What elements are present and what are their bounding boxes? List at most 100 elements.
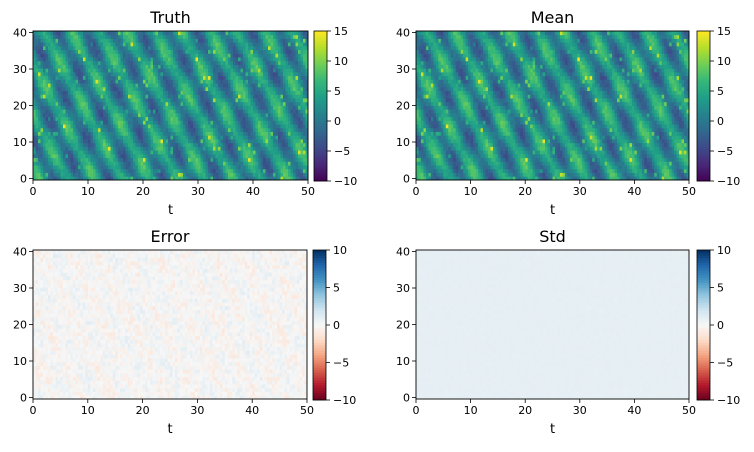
heatmap-cell <box>38 117 41 121</box>
heatmap-cell <box>66 154 69 158</box>
heatmap-cell <box>223 53 226 57</box>
heatmap-cell <box>116 124 119 128</box>
heatmap-cell <box>256 79 259 83</box>
heatmap-cell <box>163 38 166 42</box>
heatmap-cell <box>221 106 224 110</box>
heatmap-cell <box>201 132 204 136</box>
heatmap-cell <box>93 117 96 121</box>
heatmap-cell <box>263 109 266 113</box>
heatmap-cell <box>301 150 304 154</box>
heatmap-cell <box>146 98 149 102</box>
heatmap-cell <box>73 158 76 162</box>
heatmap-cell <box>221 113 224 117</box>
heatmap-cell <box>213 91 216 95</box>
heatmap-cell <box>121 106 124 110</box>
heatmap-cell <box>138 65 141 69</box>
heatmap-cell <box>126 150 129 154</box>
heatmap-cell <box>226 50 229 54</box>
heatmap-cell <box>283 106 286 110</box>
heatmap-cell <box>221 61 224 65</box>
heatmap-cell <box>86 53 89 57</box>
heatmap-cell <box>271 161 274 165</box>
heatmap-cell <box>206 124 209 128</box>
heatmap-cell <box>243 98 246 102</box>
heatmap-cell <box>256 42 259 46</box>
heatmap-cell <box>178 154 181 158</box>
heatmap-cell <box>81 61 84 65</box>
heatmap-cell <box>293 154 296 158</box>
heatmap-cell <box>81 117 84 121</box>
heatmap-cell <box>198 79 201 83</box>
heatmap-cell <box>56 38 59 42</box>
heatmap-cell <box>183 76 186 80</box>
heatmap-cell <box>173 117 176 121</box>
heatmap-cell <box>73 169 76 173</box>
heatmap-cell <box>91 109 94 113</box>
heatmap-cell <box>136 87 139 91</box>
heatmap-cell <box>38 128 41 132</box>
heatmap-cell <box>73 165 76 169</box>
heatmap-cell <box>181 42 184 46</box>
heatmap-cell <box>196 165 199 169</box>
heatmap-cell <box>201 79 204 83</box>
heatmap-cell <box>96 65 99 69</box>
heatmap-cell <box>271 65 274 69</box>
heatmap-cell <box>258 113 261 117</box>
heatmap-cell <box>540 165 543 169</box>
heatmap-cell <box>66 38 69 42</box>
heatmap-cell <box>672 173 675 177</box>
heatmap-cell <box>268 98 271 102</box>
heatmap-cell <box>151 76 154 80</box>
heatmap-cell <box>582 173 585 177</box>
heatmap-cell <box>662 169 665 173</box>
heatmap-cell <box>56 139 59 143</box>
heatmap-cell <box>136 109 139 113</box>
heatmap-cell <box>431 173 434 177</box>
heatmap-cell <box>612 173 615 177</box>
heatmap-cell <box>248 143 251 147</box>
heatmap-cell <box>211 124 214 128</box>
heatmap-cell <box>181 135 184 139</box>
heatmap-cell <box>607 173 610 177</box>
heatmap-cell <box>562 169 565 173</box>
heatmap-cell <box>173 38 176 42</box>
heatmap-cell <box>241 150 244 154</box>
heatmap-cell <box>36 146 39 150</box>
heatmap-cell <box>101 109 104 113</box>
heatmap-cell <box>81 53 84 57</box>
heatmap-cell <box>303 117 306 121</box>
heatmap-cell <box>188 50 191 54</box>
heatmap-cell <box>73 87 76 91</box>
heatmap-cell <box>181 109 184 113</box>
heatmap-cell <box>146 61 149 65</box>
heatmap-cell <box>201 87 204 91</box>
heatmap-cell <box>153 91 156 95</box>
heatmap-cell <box>148 65 151 69</box>
heatmap-cell <box>138 38 141 42</box>
heatmap-cell <box>58 117 61 121</box>
heatmap-cell <box>121 65 124 69</box>
heatmap-cell <box>233 120 236 124</box>
heatmap-cell <box>196 106 199 110</box>
heatmap-cell <box>236 65 239 69</box>
heatmap-cell <box>81 135 84 139</box>
heatmap-cell <box>243 120 246 124</box>
heatmap-cell <box>78 38 81 42</box>
heatmap-cell <box>233 143 236 147</box>
heatmap-cell <box>193 91 196 95</box>
colorbar-segment <box>314 69 327 72</box>
heatmap-cell <box>228 94 231 98</box>
heatmap-cell <box>81 169 84 173</box>
heatmap-cell <box>268 143 271 147</box>
heatmap-cell <box>298 154 301 158</box>
heatmap-cell <box>58 65 61 69</box>
heatmap-cell <box>301 61 304 65</box>
heatmap-cell <box>508 169 511 173</box>
heatmap-cell <box>166 61 169 65</box>
heatmap-cell <box>196 50 199 54</box>
heatmap-cell <box>138 135 141 139</box>
heatmap-cell <box>251 143 254 147</box>
heatmap-cell <box>113 109 116 113</box>
heatmap-cell <box>183 98 186 102</box>
heatmap-cell <box>203 143 206 147</box>
